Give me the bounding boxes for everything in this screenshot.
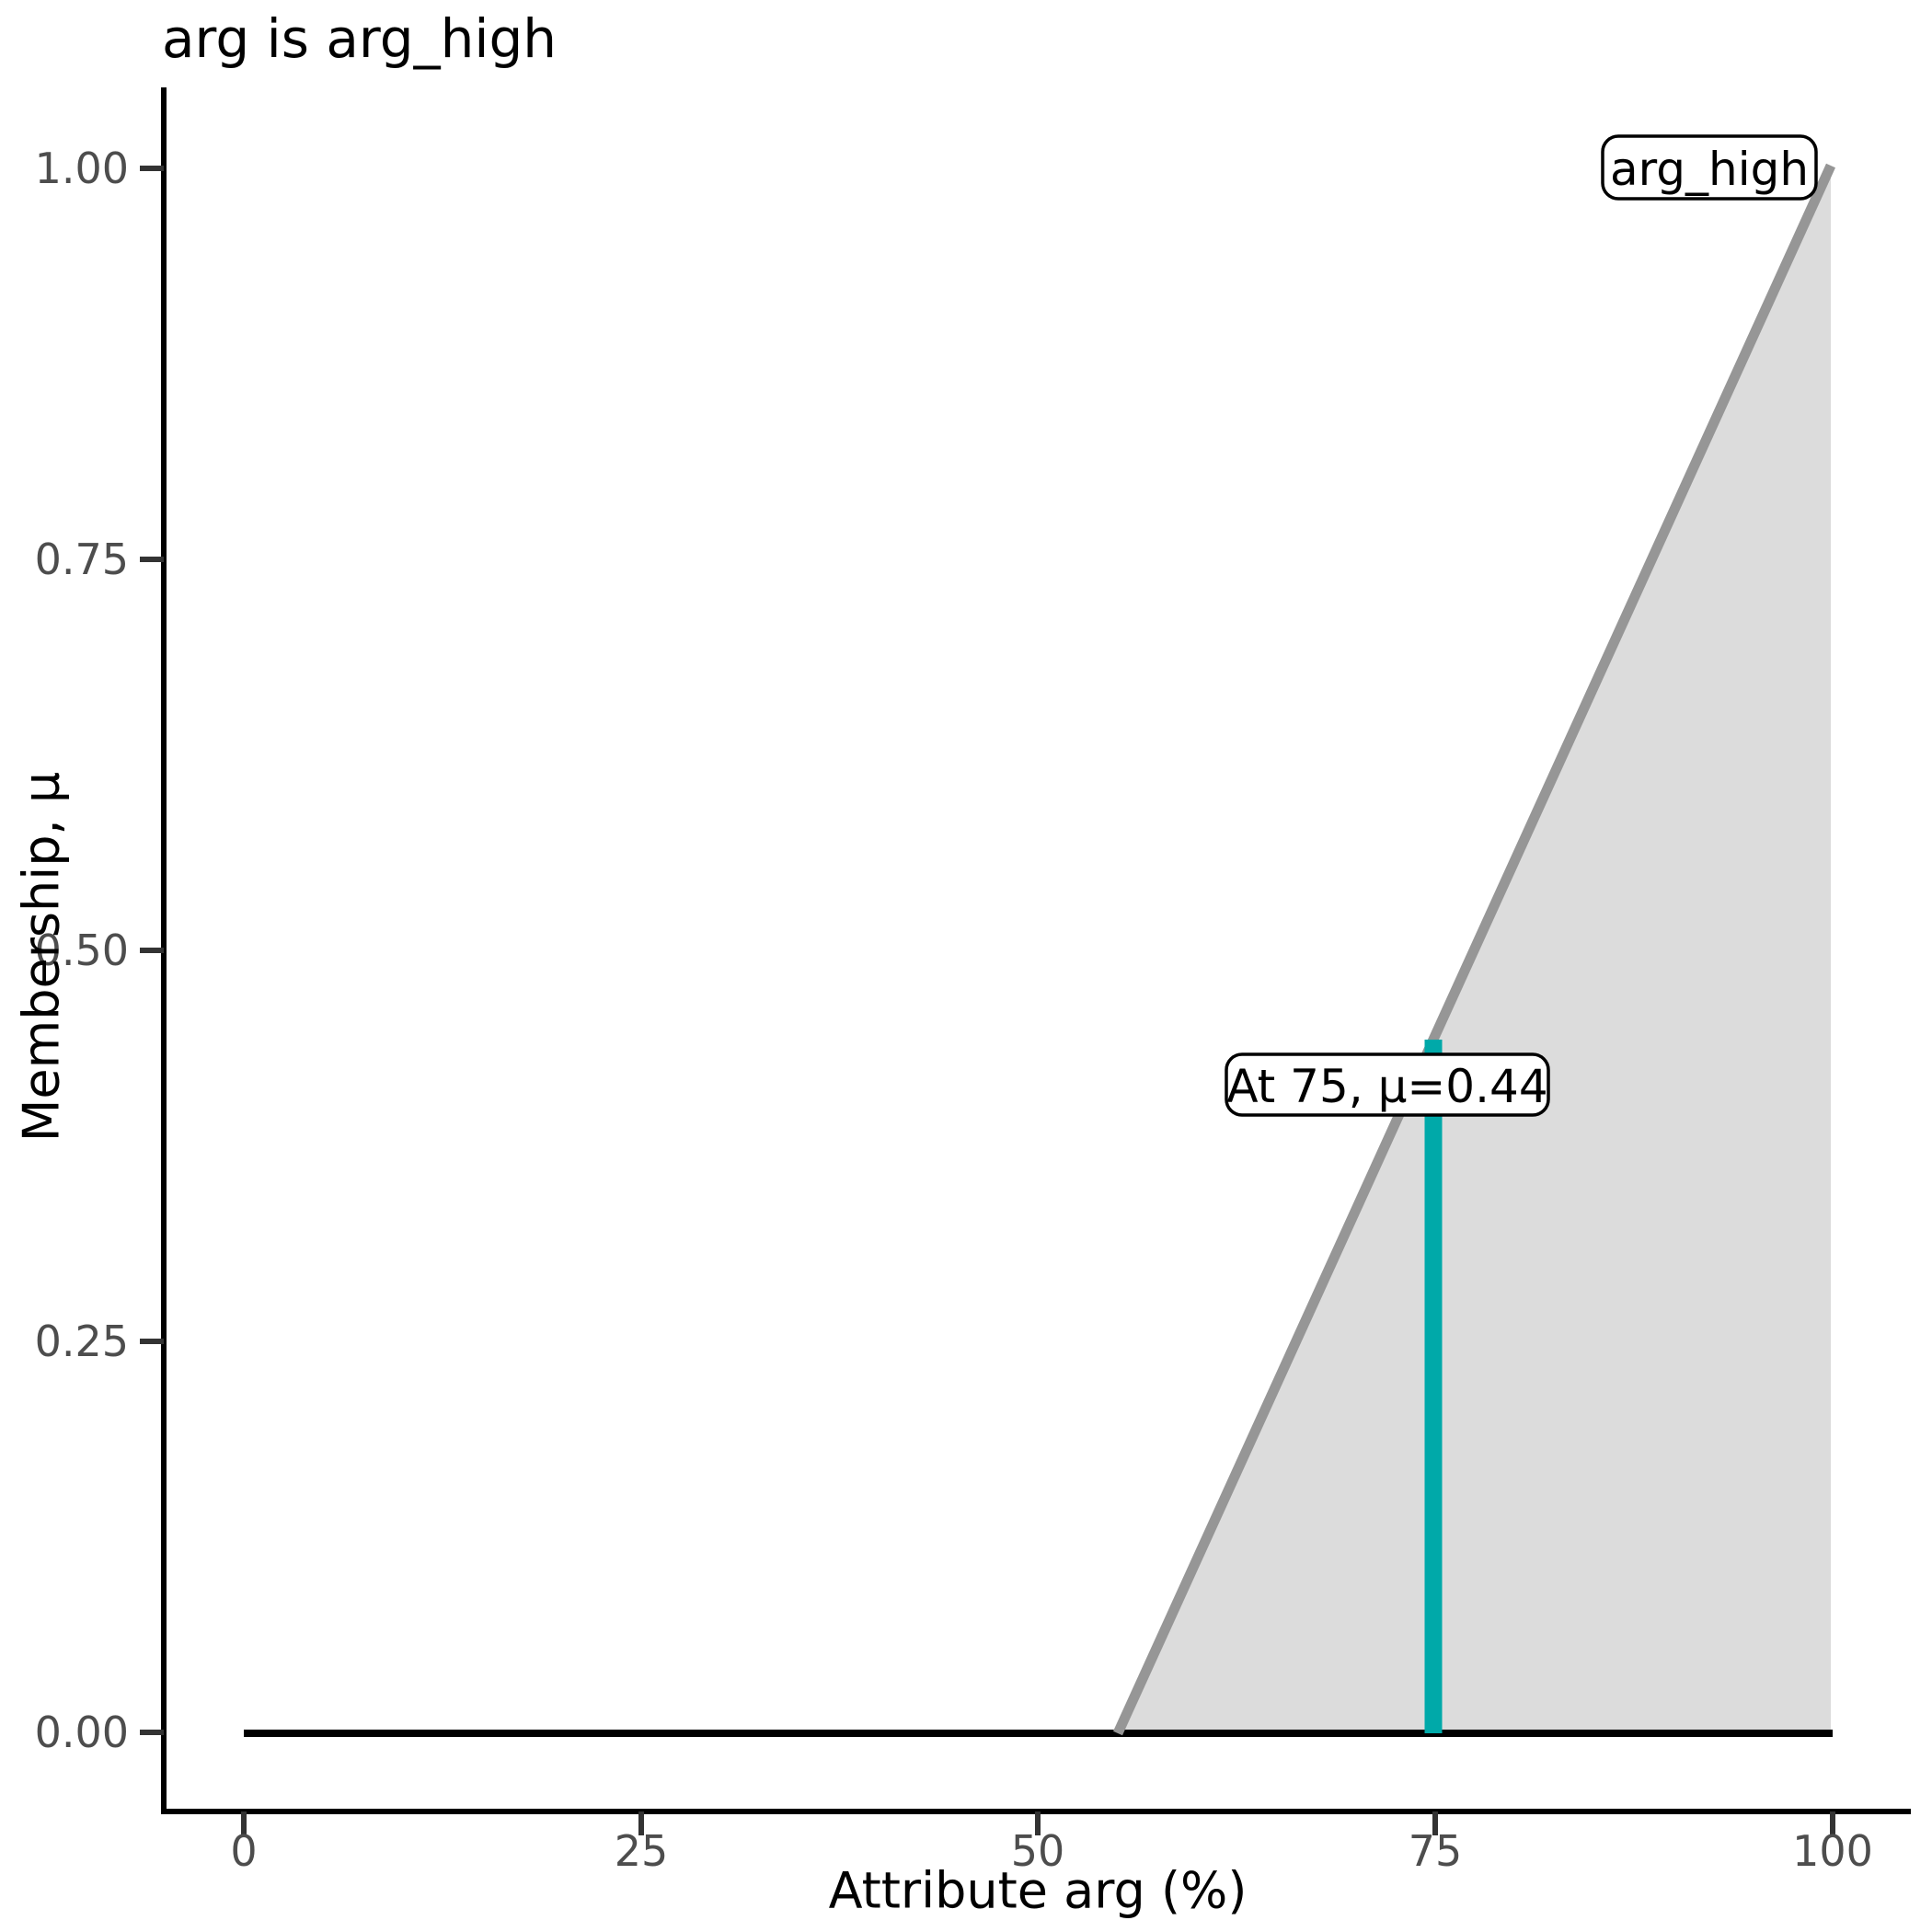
y-tick-label: 0.00 <box>35 1708 129 1757</box>
marker-annotation: At 75, μ=0.44 <box>1225 1052 1550 1117</box>
marker-annotation-label: At 75, μ=0.44 <box>1226 1060 1547 1113</box>
chart-title: arg is arg_high <box>162 7 558 70</box>
x-tick-label: 25 <box>615 1826 669 1876</box>
x-tick-label: 100 <box>1792 1826 1873 1876</box>
x-axis-title: Attribute arg (%) <box>829 1862 1248 1920</box>
x-tick-label: 0 <box>230 1826 257 1876</box>
set-annotation-label: arg_high <box>1610 143 1809 196</box>
membership-ramp-line <box>1112 163 1836 1736</box>
y-tick-label: 0.50 <box>35 926 129 975</box>
x-axis-ticks <box>241 1811 1835 1835</box>
set-annotation: arg_high <box>1601 134 1818 201</box>
y-tick-label: 0.75 <box>35 535 129 584</box>
y-axis-ticks <box>140 166 164 1735</box>
y-tick-label: 0.25 <box>35 1317 129 1366</box>
y-tick-label: 1.00 <box>35 144 129 193</box>
marker-annotation-box <box>1225 1052 1550 1117</box>
x-tick-label: 50 <box>1011 1826 1065 1876</box>
y-axis-title: Membership, μ <box>13 772 71 1142</box>
x-tick-label: 75 <box>1409 1826 1463 1876</box>
set-annotation-box <box>1601 134 1818 201</box>
